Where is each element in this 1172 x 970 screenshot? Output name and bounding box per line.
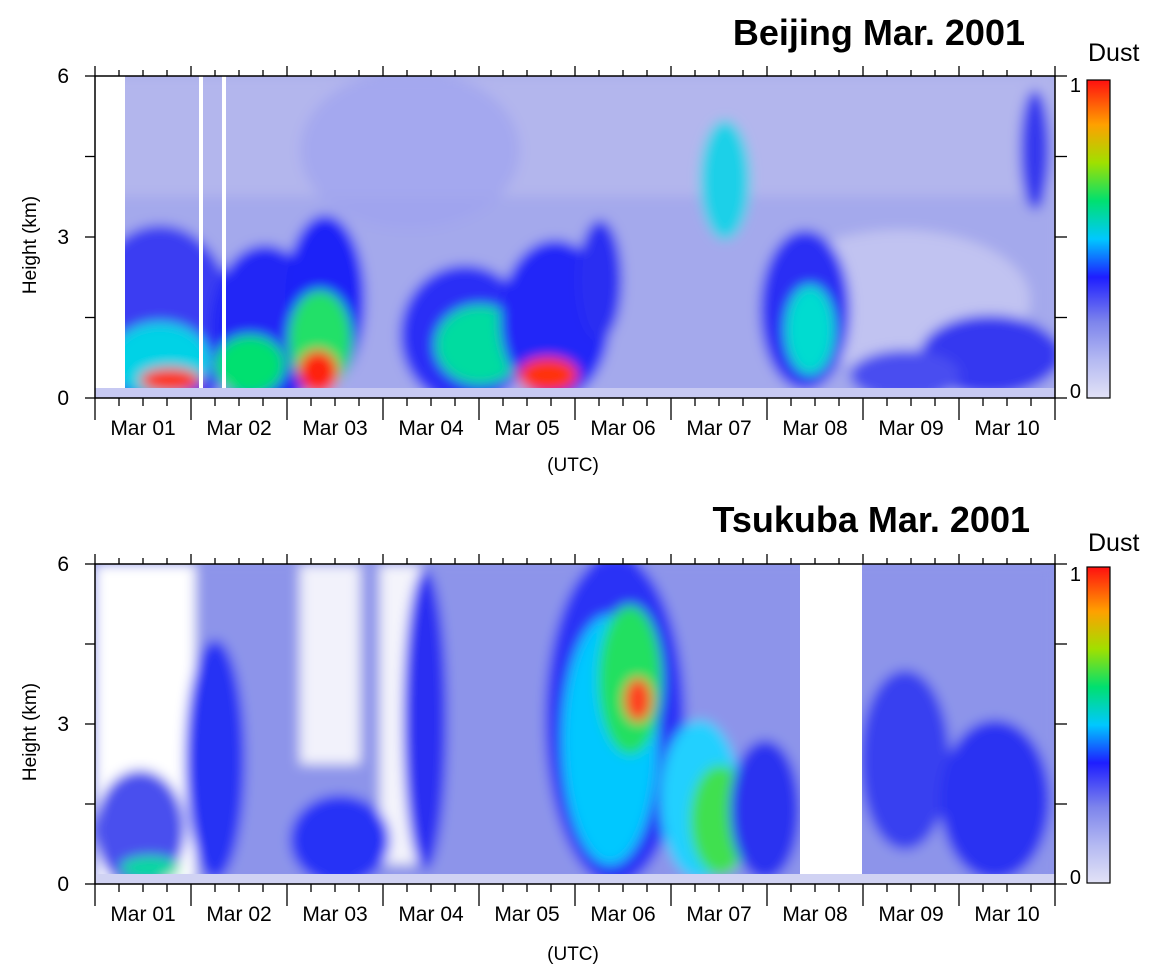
beijing-x-tick-label: Mar 02 xyxy=(206,417,271,440)
tsukuba-y-tick-labels: 0 3 6 xyxy=(57,553,69,896)
tsukuba-colorbar-max-label: 1 xyxy=(1070,564,1081,586)
beijing-y-ticks xyxy=(85,75,1067,399)
tsukuba-colorbar-ramp xyxy=(1086,566,1111,884)
tsukuba-x-tick-labels: Mar 01 Mar 02 Mar 03 Mar 04 Mar 05 Mar 06 Mar … xyxy=(110,903,1039,926)
beijing-x-tick-label: Mar 04 xyxy=(398,417,464,440)
beijing-y-tick-label: 3 xyxy=(57,226,69,249)
beijing-x-tick-label: Mar 06 xyxy=(590,417,655,440)
tsukuba-colorbar-min-label: 0 xyxy=(1070,867,1081,889)
tsukuba-x-tick-label: Mar 09 xyxy=(878,903,943,926)
beijing-y-axis-label: Height (km) xyxy=(20,196,41,294)
beijing-colorbar-min-label: 0 xyxy=(1070,381,1081,403)
beijing-x-tick-label: Mar 01 xyxy=(110,417,175,440)
tsukuba-x-tick-label: Mar 06 xyxy=(590,903,655,926)
beijing-colorbar-ramp xyxy=(1086,79,1111,399)
tsukuba-y-tick-label: 6 xyxy=(57,553,69,576)
tsukuba-colorbar-title: Dust xyxy=(1088,529,1139,557)
tsukuba-x-ticks xyxy=(94,554,1056,906)
panel-tsukuba: Tsukuba Mar. 2001 xyxy=(20,499,1139,965)
beijing-x-ticks xyxy=(94,66,1056,420)
tsukuba-x-tick-label: Mar 05 xyxy=(494,903,559,926)
tsukuba-y-tick-label: 3 xyxy=(57,713,69,736)
beijing-x-tick-label: Mar 08 xyxy=(782,417,847,440)
beijing-x-tick-label: Mar 05 xyxy=(494,417,559,440)
tsukuba-title: Tsukuba Mar. 2001 xyxy=(713,499,1030,540)
tsukuba-y-ticks xyxy=(85,563,1067,885)
beijing-x-tick-label: Mar 09 xyxy=(878,417,943,440)
tsukuba-y-axis-label: Height (km) xyxy=(20,683,41,781)
beijing-x-tick-label: Mar 03 xyxy=(302,417,367,440)
tsukuba-colorbar: Dust 1 0 xyxy=(1070,529,1140,889)
beijing-colorbar-title: Dust xyxy=(1088,39,1139,67)
tsukuba-x-tick-label: Mar 10 xyxy=(974,903,1039,926)
tsukuba-x-tick-label: Mar 02 xyxy=(206,903,271,926)
beijing-x-axis-label: (UTC) xyxy=(547,455,599,476)
beijing-title: Beijing Mar. 2001 xyxy=(733,12,1025,53)
tsukuba-x-tick-label: Mar 03 xyxy=(302,903,367,926)
beijing-x-tick-labels: Mar 01 Mar 02 Mar 03 Mar 04 Mar 05 Mar 06 Mar … xyxy=(110,417,1039,440)
tsukuba-x-tick-label: Mar 08 xyxy=(782,903,847,926)
beijing-colorbar-max-label: 1 xyxy=(1070,75,1081,97)
beijing-y-tick-label: 6 xyxy=(57,65,69,88)
tsukuba-dust-field xyxy=(95,564,1055,884)
tsukuba-x-tick-label: Mar 04 xyxy=(398,903,464,926)
tsukuba-x-axis-label: (UTC) xyxy=(547,944,599,965)
beijing-colorbar: Dust 1 0 xyxy=(1070,39,1140,403)
tsukuba-y-tick-label: 0 xyxy=(57,873,69,896)
beijing-y-tick-label: 0 xyxy=(57,387,69,410)
beijing-dust-field xyxy=(95,76,1055,398)
panel-beijing: Beijing Mar. 2001 xyxy=(20,12,1139,476)
beijing-y-tick-labels: 0 3 6 xyxy=(57,65,69,410)
beijing-x-tick-label: Mar 10 xyxy=(974,417,1039,440)
tsukuba-x-tick-label: Mar 01 xyxy=(110,903,175,926)
tsukuba-x-tick-label: Mar 07 xyxy=(686,903,751,926)
beijing-x-tick-label: Mar 07 xyxy=(686,417,751,440)
